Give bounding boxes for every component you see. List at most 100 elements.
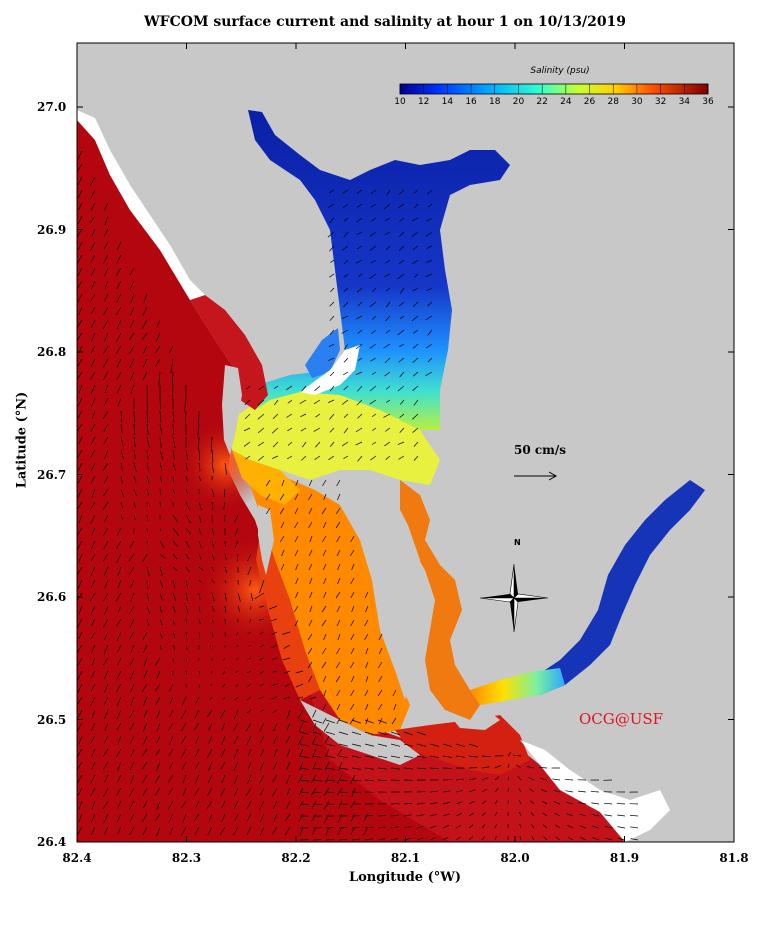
- current-vector: [265, 493, 271, 501]
- current-vector: [247, 566, 252, 576]
- current-vector: [355, 343, 363, 350]
- current-vector: [369, 343, 377, 349]
- current-vector: [104, 605, 109, 615]
- current-vector: [170, 358, 174, 374]
- current-vector: [325, 826, 330, 836]
- current-vector: [172, 644, 176, 650]
- current-vector: [221, 735, 226, 745]
- current-vector: [207, 787, 213, 797]
- current-vector: [78, 553, 83, 563]
- current-vector: [301, 385, 307, 392]
- current-vector: [259, 748, 265, 757]
- current-vector: [224, 605, 227, 613]
- current-vector: [295, 591, 299, 599]
- current-vector: [416, 731, 426, 736]
- current-vector: [116, 280, 122, 290]
- current-vector: [116, 553, 122, 564]
- current-vector: [104, 644, 109, 654]
- current-vector: [385, 301, 391, 308]
- current-vector: [120, 449, 124, 460]
- current-vector: [294, 549, 299, 557]
- current-vector: [342, 189, 349, 194]
- y-tick-label: 26.6: [37, 590, 67, 604]
- current-vector: [579, 813, 587, 817]
- current-vector: [309, 605, 313, 613]
- current-vector: [321, 605, 327, 613]
- current-vector: [169, 735, 174, 745]
- current-vector: [519, 823, 522, 829]
- current-vector: [481, 824, 486, 829]
- current-vector: [103, 540, 109, 550]
- current-vector: [283, 670, 291, 674]
- current-vector: [338, 755, 349, 759]
- current-vector: [322, 549, 327, 557]
- current-vector: [130, 592, 135, 603]
- current-vector: [528, 776, 535, 781]
- gulf-of-mexico: [77, 120, 625, 842]
- current-vector: [129, 813, 135, 822]
- current-vector: [363, 813, 369, 822]
- current-vector: [141, 761, 148, 770]
- current-vector: [104, 267, 109, 277]
- current-vector: [91, 657, 96, 666]
- current-vector: [90, 241, 96, 252]
- current-vector: [324, 748, 330, 758]
- current-vector: [259, 735, 265, 744]
- current-vector: [390, 838, 399, 841]
- current-vector: [358, 273, 363, 277]
- current-vector: [351, 605, 355, 613]
- current-vector: [120, 488, 124, 497]
- current-vector: [364, 633, 369, 641]
- current-vector: [309, 577, 313, 585]
- current-vector: [385, 259, 391, 264]
- current-vector: [172, 514, 179, 523]
- current-vector: [481, 836, 485, 841]
- current-vector: [185, 410, 187, 424]
- current-vector: [146, 397, 148, 411]
- current-vector: [280, 521, 285, 529]
- current-vector: [385, 245, 391, 251]
- current-vector: [412, 413, 419, 420]
- current-vector: [330, 287, 335, 293]
- current-vector: [284, 826, 291, 836]
- current-vector: [130, 748, 135, 757]
- current-vector: [342, 315, 349, 319]
- current-vector: [156, 722, 161, 732]
- current-vector: [197, 423, 200, 438]
- current-vector: [116, 332, 122, 342]
- current-vector: [399, 343, 405, 347]
- current-vector: [220, 761, 226, 770]
- current-vector: [494, 800, 498, 805]
- current-vector: [481, 812, 486, 817]
- current-vector: [244, 399, 251, 406]
- current-vector: [383, 413, 391, 418]
- current-vector: [235, 683, 239, 688]
- current-vector: [129, 345, 135, 354]
- current-vector: [287, 441, 293, 446]
- current-vector: [403, 731, 413, 736]
- current-vector: [198, 566, 204, 571]
- current-vector: [211, 501, 214, 511]
- current-vector: [259, 657, 265, 660]
- current-vector: [324, 761, 330, 771]
- current-vector: [428, 203, 433, 208]
- current-vector: [246, 385, 251, 390]
- current-vector: [529, 788, 535, 793]
- current-vector: [468, 800, 475, 805]
- current-vector: [390, 826, 399, 829]
- current-vector: [282, 631, 291, 635]
- current-vector: [259, 631, 265, 635]
- current-vector: [90, 631, 96, 640]
- current-vector: [411, 231, 419, 237]
- current-vector: [158, 371, 161, 386]
- current-vector: [295, 563, 299, 571]
- current-vector: [181, 748, 187, 758]
- current-vector: [427, 357, 433, 363]
- current-vector: [211, 644, 214, 649]
- current-vector: [77, 462, 83, 472]
- current-vector: [403, 826, 412, 829]
- current-vector: [351, 719, 361, 724]
- current-vector: [249, 579, 252, 586]
- current-vector: [370, 357, 377, 362]
- current-vector: [377, 661, 383, 669]
